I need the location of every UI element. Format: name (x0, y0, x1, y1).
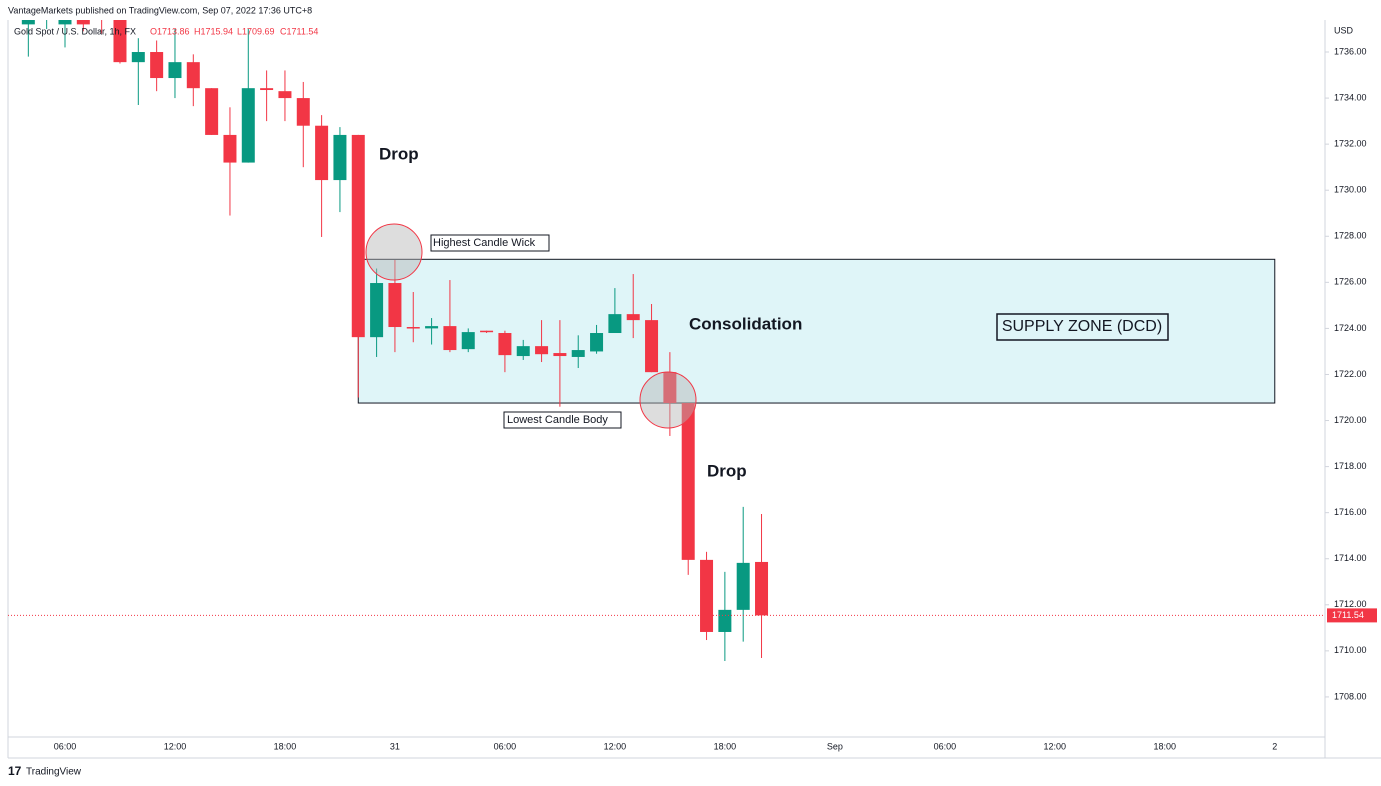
y-tick-label: 1734.00 (1334, 92, 1367, 102)
annotation: Highest Candle Wick (433, 237, 536, 249)
candle-body (443, 326, 457, 351)
currency: USD (1334, 25, 1354, 35)
last-price-box (1327, 608, 1377, 623)
candle-body (131, 52, 145, 63)
candle-body (498, 333, 512, 356)
candle-body (425, 326, 439, 329)
legend-low: L1709.69 (237, 26, 275, 36)
candle-body (406, 327, 420, 329)
candle-body (241, 88, 255, 163)
y-tick-label: 1722.00 (1334, 369, 1367, 379)
candle-body (168, 62, 182, 79)
x-tick-label: 06:00 (934, 741, 957, 751)
highlight-circle (365, 223, 423, 281)
candle-body (571, 350, 585, 357)
candle-body (480, 330, 494, 333)
x-tick-label: 06:00 (494, 741, 517, 751)
y-tick-label: 1736.00 (1334, 46, 1367, 56)
x-tick-label: Sep (827, 741, 843, 751)
candle-body (626, 314, 640, 321)
annotation: Drop (707, 461, 747, 480)
zone-label-box (996, 313, 1169, 341)
candle-body (535, 346, 549, 355)
y-tick-label: 1718.00 (1334, 461, 1367, 471)
candle-body (461, 332, 475, 350)
candle-body (223, 134, 237, 163)
candle-body (260, 88, 274, 91)
candle-body (370, 283, 384, 338)
y-tick-label: 1732.00 (1334, 139, 1367, 149)
last-price-label: 1711.54 (1332, 610, 1364, 620)
y-tick-label: 1710.00 (1334, 645, 1367, 655)
candle-body (700, 559, 714, 632)
candle-body (645, 320, 659, 373)
footer-logo: 17 (8, 764, 22, 778)
candle-body (113, 20, 127, 63)
candle-body (718, 609, 732, 632)
x-tick-label: 06:00 (54, 741, 77, 751)
y-tick-label: 1714.00 (1334, 553, 1367, 563)
candle-body (351, 134, 365, 338)
y-tick-label: 1728.00 (1334, 231, 1367, 241)
y-tick-label: 1708.00 (1334, 691, 1367, 701)
candle-body (388, 283, 402, 328)
x-tick-label: 12:00 (1044, 741, 1067, 751)
candle-body (755, 561, 769, 616)
candle-body (663, 372, 677, 404)
x-tick-label: 12:00 (164, 741, 187, 751)
candle-body (296, 98, 310, 126)
candle-body (516, 346, 530, 357)
candle-body (553, 353, 567, 357)
header: VantageMarkets published on TradingView.… (8, 5, 312, 15)
plot-area (21, 20, 1276, 661)
y-tick-label: 1726.00 (1334, 277, 1367, 287)
x-tick-label: 2 (1272, 741, 1277, 751)
x-tick-label: 12:00 (604, 741, 627, 751)
annotation-box (503, 411, 622, 429)
y-tick-label: 1720.00 (1334, 415, 1367, 425)
y-tick-label: 1724.00 (1334, 323, 1367, 333)
annotation-box (430, 234, 550, 252)
candle-body (186, 62, 200, 89)
annotation: Drop (379, 144, 419, 163)
candle-body (205, 88, 219, 135)
candle-body (608, 314, 622, 334)
supply-zone (357, 258, 1276, 404)
y-tick-label: 1712.00 (1334, 599, 1367, 609)
candle-body (315, 125, 329, 181)
footer: TradingView (26, 767, 82, 778)
y-tick-label: 1730.00 (1334, 185, 1367, 195)
y-tick-label: 1716.00 (1334, 507, 1367, 517)
candle-body (278, 91, 292, 99)
legend-close: C1711.54 (280, 26, 318, 36)
x-tick-label: 18:00 (274, 741, 297, 751)
candle-body (58, 20, 72, 25)
candle-body (150, 52, 164, 79)
legend-open: O1713.86 (150, 26, 190, 36)
candle-body (76, 20, 90, 25)
candle-body (736, 562, 750, 610)
highlight-circle (639, 371, 697, 429)
candle-body (333, 134, 347, 181)
x-tick-label: 18:00 (1154, 741, 1177, 751)
annotation: Consolidation (689, 314, 802, 333)
annotation: Lowest Candle Body (507, 414, 608, 426)
candle-body (681, 403, 695, 560)
x-tick-label: 31 (390, 741, 400, 751)
candle-body (590, 333, 604, 352)
candle-body (21, 20, 35, 25)
legend-high: H1715.94 (194, 26, 233, 36)
x-tick-label: 18:00 (714, 741, 737, 751)
symbol: Gold Spot / U.S. Dollar, 1h, FX (14, 26, 136, 36)
zone-label: SUPPLY ZONE (DCD) (1002, 318, 1162, 335)
